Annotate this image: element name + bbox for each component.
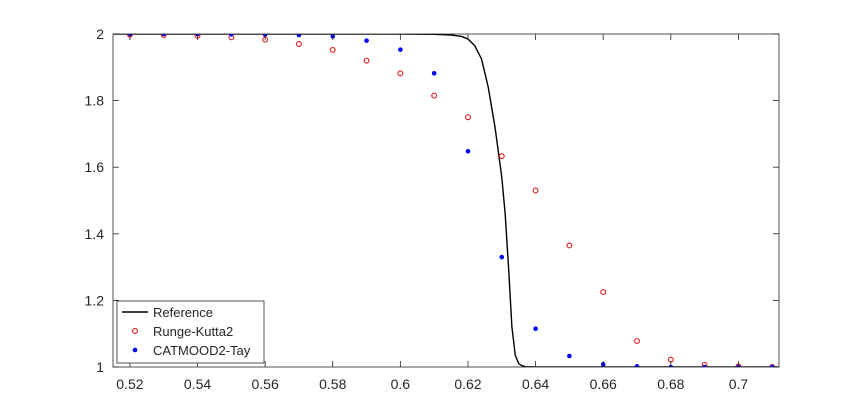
y-tick-label: 1 (96, 359, 104, 375)
legend: Reference Runge-Kutta2 CATMOOD2-Tay (116, 300, 265, 364)
data-point-runge-kutta2 (498, 153, 505, 160)
axes-box (112, 33, 780, 368)
data-point-catmood2-tay (465, 148, 471, 154)
legend-swatch-runge-kutta2 (132, 328, 138, 334)
data-point-runge-kutta2 (363, 57, 370, 64)
data-point-runge-kutta2 (634, 338, 640, 344)
data-point-catmood2-tay (229, 34, 234, 37)
x-tick-label: 0.6 (391, 376, 411, 392)
data-point-catmood2-tay (769, 364, 775, 367)
data-point-runge-kutta2 (701, 362, 708, 367)
data-point-runge-kutta2 (532, 187, 539, 194)
data-point-catmood2-tay (364, 38, 369, 43)
data-point-runge-kutta2 (600, 289, 607, 296)
x-tick-label: 0.7 (729, 376, 749, 392)
x-tick-label: 0.56 (252, 376, 279, 392)
y-tick-label: 2 (96, 26, 104, 42)
data-point-catmood2-tay (634, 364, 640, 367)
x-tick-label: 0.62 (454, 376, 481, 392)
legend-label-reference: Reference (153, 305, 213, 320)
y-tick-label: 1.6 (85, 159, 105, 175)
series-line-reference (113, 34, 779, 367)
data-point-catmood2-tay (431, 70, 437, 76)
data-point-runge-kutta2 (769, 364, 776, 367)
legend-label-catmood2-tay: CATMOOD2-Tay (153, 343, 251, 358)
y-tick-label: 1.2 (85, 292, 105, 308)
legend-label-runge-kutta2: Runge-Kutta2 (153, 324, 233, 339)
data-point-runge-kutta2 (397, 70, 404, 77)
data-point-catmood2-tay (398, 47, 403, 52)
x-tick-label: 0.66 (590, 376, 617, 392)
data-point-catmood2-tay (567, 353, 572, 359)
data-point-catmood2-tay (499, 254, 505, 260)
x-tick-label: 0.58 (319, 376, 346, 392)
data-point-catmood2-tay (533, 326, 538, 332)
data-point-runge-kutta2 (160, 34, 167, 38)
data-point-catmood2-tay (161, 34, 167, 37)
axes: 0.52 0.54 0.56 0.58 0.6 0.62 0.64 0.66 0.68 0.7 1 1… (85, 26, 780, 392)
y-tick-label: 1.8 (85, 93, 105, 109)
data-point-catmood2-tay (296, 34, 302, 38)
data-point-catmood2-tay (702, 364, 707, 367)
data-point-runge-kutta2 (295, 41, 302, 47)
data-point-runge-kutta2 (329, 47, 336, 53)
x-tick-label: 0.52 (116, 376, 143, 392)
data-point-runge-kutta2 (566, 242, 573, 249)
legend-swatch-catmood2-tay (132, 347, 138, 353)
data-point-runge-kutta2 (465, 114, 471, 121)
data-point-runge-kutta2 (431, 92, 438, 99)
x-tick-label: 0.54 (184, 376, 211, 392)
x-tick-label: 0.64 (522, 376, 549, 392)
y-tick-label: 1.4 (85, 226, 105, 242)
x-tick-label: 0.68 (657, 376, 684, 392)
